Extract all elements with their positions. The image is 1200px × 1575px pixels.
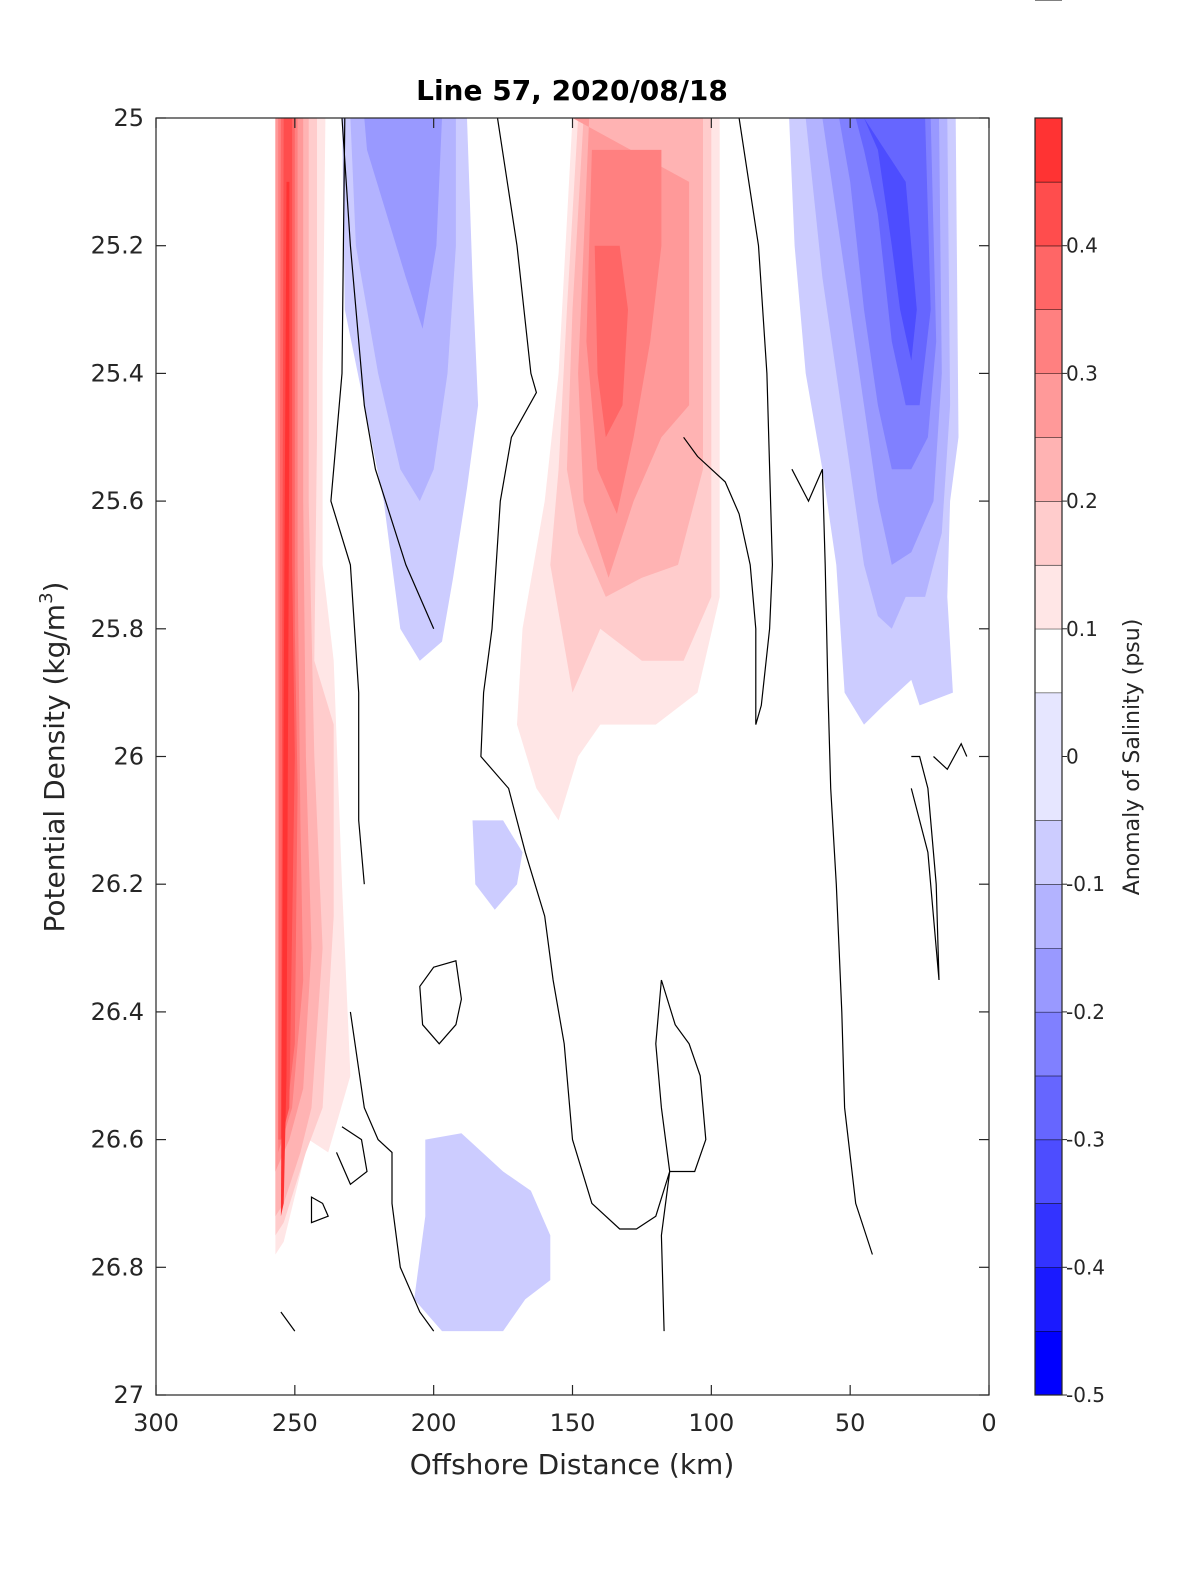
colorbar-swatch (1035, 437, 1062, 502)
contour-offshore-core-edge (330, 117, 365, 885)
y-tick-label: 25 (113, 104, 144, 132)
colorbar-tick-label: 0.4 (1066, 234, 1098, 258)
y-axis-title-main: Potential Density (kg/m (38, 604, 71, 933)
colorbar-swatch (1035, 1011, 1062, 1076)
x-tick-label: 250 (272, 1409, 318, 1437)
contour-nearshore-line (910, 755, 940, 981)
colorbar-swatch (1035, 501, 1062, 565)
colorbar-swatch (1035, 564, 1062, 629)
y-tick-label: 26 (113, 743, 144, 771)
contour-ring-deep-left (335, 1126, 368, 1186)
y-axis: 25 25.2 25.4 25.6 25.8 26 26.2 26.4 26.6 26.8 27 (91, 104, 989, 1409)
x-axis-title: Offshore Distance (km) (410, 1448, 735, 1481)
colorbar-swatch (1035, 118, 1062, 182)
fill-shelf-salty-dot (814, 788, 826, 834)
contour-fresh-tongue-west (341, 117, 435, 630)
colorbar-swatch (1035, 1203, 1062, 1268)
contour-ring-mid (655, 979, 707, 1173)
colorbar-tick-label: 0 (1066, 745, 1079, 769)
contour-ring-upper (419, 960, 463, 1045)
colorbar-title: Anomaly of Salinity (psu) (1120, 619, 1145, 896)
x-tick-label: 150 (550, 1409, 596, 1437)
colorbar-swatch (1035, 373, 1062, 438)
fill-nearshore-salty-sliver (966, 437, 989, 789)
colorbar-tick-label: -0.5 (1066, 1383, 1105, 1407)
y-axis-title-superscript: 3 (36, 592, 57, 603)
colorbar-tick-label: -0.2 (1066, 1000, 1105, 1024)
x-tick-label: 100 (688, 1409, 734, 1437)
fill-small-fresh-patch (472, 820, 523, 910)
y-tick-label: 25.6 (91, 487, 144, 515)
colorbar-swatch (1035, 1139, 1062, 1204)
colorbar-tick-label: 0.3 (1066, 361, 1098, 385)
contour-small-loop (310, 1196, 330, 1224)
colorbar-tick-label: 0.1 (1066, 617, 1098, 641)
y-axis-title-close: ) (38, 582, 71, 593)
y-axis-title: Potential Density (kg/m3) (36, 582, 71, 933)
x-tick-label: 200 (411, 1409, 457, 1437)
plot-area (155, 117, 990, 1396)
contour-mid-core-west (683, 117, 774, 725)
x-tick-label: 50 (835, 1409, 866, 1437)
colorbar-tick-label: -0.3 (1066, 1128, 1105, 1152)
colorbar-swatch (1035, 1331, 1062, 1395)
fill-fresh-tongue-3 (364, 118, 442, 329)
colorbar-swatch (1035, 628, 1062, 693)
colorbar-swatch (1035, 1075, 1062, 1140)
x-tick-label: 300 (133, 1409, 179, 1437)
fill-mid-core-7 (586, 245, 628, 438)
colorbar-tick-label: 0.2 (1066, 489, 1098, 513)
colorbar-swatch (1035, 820, 1062, 885)
contour-nearshore-tail (933, 742, 968, 771)
colorbar-swatch (1035, 245, 1062, 310)
contour-shelf-column (791, 468, 873, 1255)
contour-bottom-edge (280, 1311, 296, 1332)
anomaly-fill-layers (275, 118, 989, 1332)
y-tick-label: 26.8 (91, 1253, 144, 1281)
y-tick-label: 26.4 (91, 998, 144, 1026)
colorbar-tick-label: -0.4 (1066, 1255, 1105, 1279)
y-tick-label: 25.8 (91, 615, 144, 643)
chart-title: Line 57, 2020/08/18 (416, 74, 728, 107)
y-tick-label: 27 (113, 1381, 144, 1409)
fill-shelf-salty-blob (786, 533, 820, 725)
colorbar-swatch (1035, 948, 1062, 1012)
y-tick-label: 26.2 (91, 870, 144, 898)
x-axis: 300 250 200 150 100 50 0 (133, 118, 997, 1437)
zero-contour-lines (280, 117, 968, 1332)
x-tick-label: 0 (981, 1409, 996, 1437)
fill-deep-fresh-patch (414, 1133, 551, 1332)
y-tick-label: 25.4 (91, 359, 144, 387)
fill-nearshore-fresh-6 (864, 118, 917, 361)
contour-lower-west (349, 1011, 435, 1332)
contour-mid-core-east (480, 117, 671, 1332)
colorbar-swatch (1035, 181, 1062, 246)
colorbar-swatch (1035, 884, 1062, 949)
colorbar-swatch (1035, 692, 1062, 821)
y-tick-label: 26.6 (91, 1126, 144, 1154)
colorbar-tick-label: -0.1 (1066, 872, 1105, 896)
colorbar: -0.5 -0.4 -0.3 -0.2 -0.1 0 0.1 0.2 0.3 0.4 (1034, 0, 1105, 1407)
y-tick-label: 25.2 (91, 232, 144, 260)
colorbar-swatch (1035, 309, 1062, 374)
colorbar-swatch (1035, 1267, 1062, 1332)
fill-offshore-core-9 (280, 181, 290, 1217)
